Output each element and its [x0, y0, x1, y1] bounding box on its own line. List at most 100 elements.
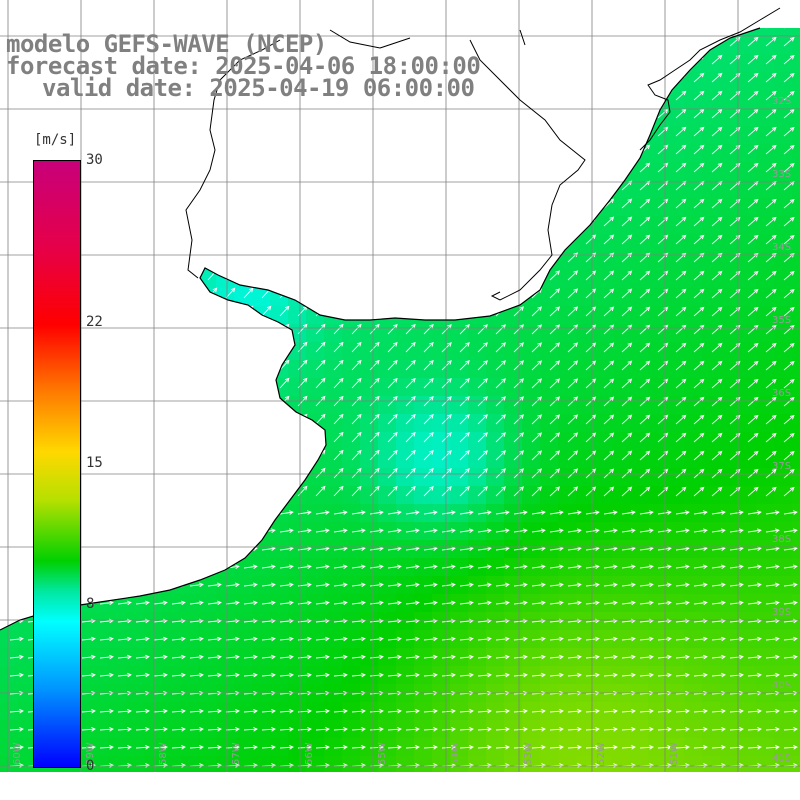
- field-cell: [198, 648, 217, 667]
- field-cell: [486, 486, 505, 505]
- wind-arrow: [603, 216, 615, 227]
- wind-arrow: [567, 582, 582, 588]
- wind-arrow: [711, 126, 723, 137]
- field-cell: [720, 342, 739, 361]
- field-cell: [216, 756, 235, 772]
- wind-arrow: [225, 726, 240, 732]
- field-cell: [468, 576, 487, 595]
- field-cell: [684, 126, 703, 145]
- field-cell: [540, 612, 559, 631]
- wind-arrow: [783, 360, 795, 371]
- field-cell: [792, 486, 800, 505]
- wind-arrow: [477, 528, 492, 533]
- wind-arrow: [351, 708, 366, 714]
- field-cell: [324, 756, 343, 772]
- field-cell: [450, 648, 469, 667]
- wind-arrow: [387, 726, 402, 732]
- field-cell: [378, 630, 397, 649]
- wind-arrow: [315, 528, 330, 533]
- wind-arrow: [495, 432, 506, 443]
- wind-arrow: [549, 270, 561, 281]
- wind-arrow: [243, 618, 258, 624]
- field-cell: [720, 576, 739, 595]
- wind-arrow: [441, 528, 456, 533]
- wind-arrow: [405, 450, 416, 461]
- wind-arrow: [495, 600, 510, 606]
- wind-arrow: [495, 708, 510, 714]
- field-cell: [288, 522, 307, 541]
- wind-arrow: [81, 726, 96, 732]
- field-cell: [792, 126, 800, 145]
- wind-arrow: [549, 672, 564, 678]
- wind-arrow: [549, 636, 564, 642]
- wind-arrow: [693, 216, 705, 227]
- field-cell: [648, 486, 667, 505]
- wind-arrow: [567, 414, 579, 425]
- field-cell: [648, 648, 667, 667]
- wind-arrow: [279, 745, 294, 750]
- wind-arrow: [711, 198, 723, 209]
- wind-arrow: [567, 306, 579, 317]
- wind-arrow: [135, 636, 150, 642]
- field-cell: [792, 72, 800, 91]
- wind-arrow: [567, 252, 579, 263]
- field-cell: [612, 468, 631, 487]
- field-cell: [702, 288, 721, 307]
- wind-arrow: [693, 90, 705, 101]
- wind-arrow: [783, 198, 795, 209]
- field-cell: [450, 738, 469, 757]
- wind-arrow: [585, 468, 597, 479]
- field-cell: [630, 666, 649, 685]
- wind-arrow: [747, 396, 759, 407]
- field-cell: [468, 450, 487, 469]
- wind-arrow: [783, 486, 795, 497]
- field-cell: [684, 720, 703, 739]
- wind-arrow: [225, 618, 240, 624]
- longitude-label: 53W: [523, 742, 534, 765]
- field-cell: [702, 396, 721, 415]
- field-cell: [252, 288, 271, 307]
- field-cell: [774, 576, 793, 595]
- field-cell: [792, 270, 800, 289]
- wind-arrow: [621, 726, 636, 732]
- field-cell: [702, 558, 721, 577]
- wind-arrow: [315, 413, 326, 425]
- field-cell: [774, 702, 793, 721]
- field-cell: [774, 234, 793, 253]
- field-cell: [288, 720, 307, 739]
- wind-arrow: [261, 636, 276, 642]
- field-cell: [684, 594, 703, 613]
- wind-arrow: [117, 636, 132, 642]
- wind-arrow: [585, 432, 597, 443]
- field-cell: [18, 738, 37, 757]
- field-cell: [702, 54, 721, 73]
- wind-arrow: [621, 564, 636, 570]
- wind-arrow: [765, 432, 777, 443]
- field-cell: [234, 612, 253, 631]
- field-cell: [342, 468, 361, 487]
- field-cell: [252, 612, 271, 631]
- field-cell: [288, 576, 307, 595]
- wind-arrow: [639, 234, 651, 245]
- field-cell: [126, 738, 145, 757]
- field-cell: [666, 306, 685, 325]
- wind-arrow: [387, 359, 398, 371]
- wind-arrow: [297, 485, 308, 497]
- field-cell: [450, 522, 469, 541]
- field-cell: [324, 360, 343, 379]
- wind-arrow: [711, 342, 723, 353]
- field-cell: [342, 450, 361, 469]
- wind-arrow: [117, 745, 132, 750]
- wind-arrow: [477, 726, 492, 732]
- field-cell: [378, 576, 397, 595]
- wind-arrow: [9, 726, 24, 732]
- wind-arrow: [585, 636, 600, 642]
- field-cell: [486, 612, 505, 631]
- field-cell: [774, 252, 793, 271]
- field-cell: [378, 324, 397, 343]
- field-cell: [432, 486, 451, 505]
- wind-arrow: [765, 54, 777, 65]
- wind-arrow: [747, 600, 762, 606]
- wind-arrow: [765, 270, 777, 281]
- latitude-label: 36S: [772, 388, 791, 399]
